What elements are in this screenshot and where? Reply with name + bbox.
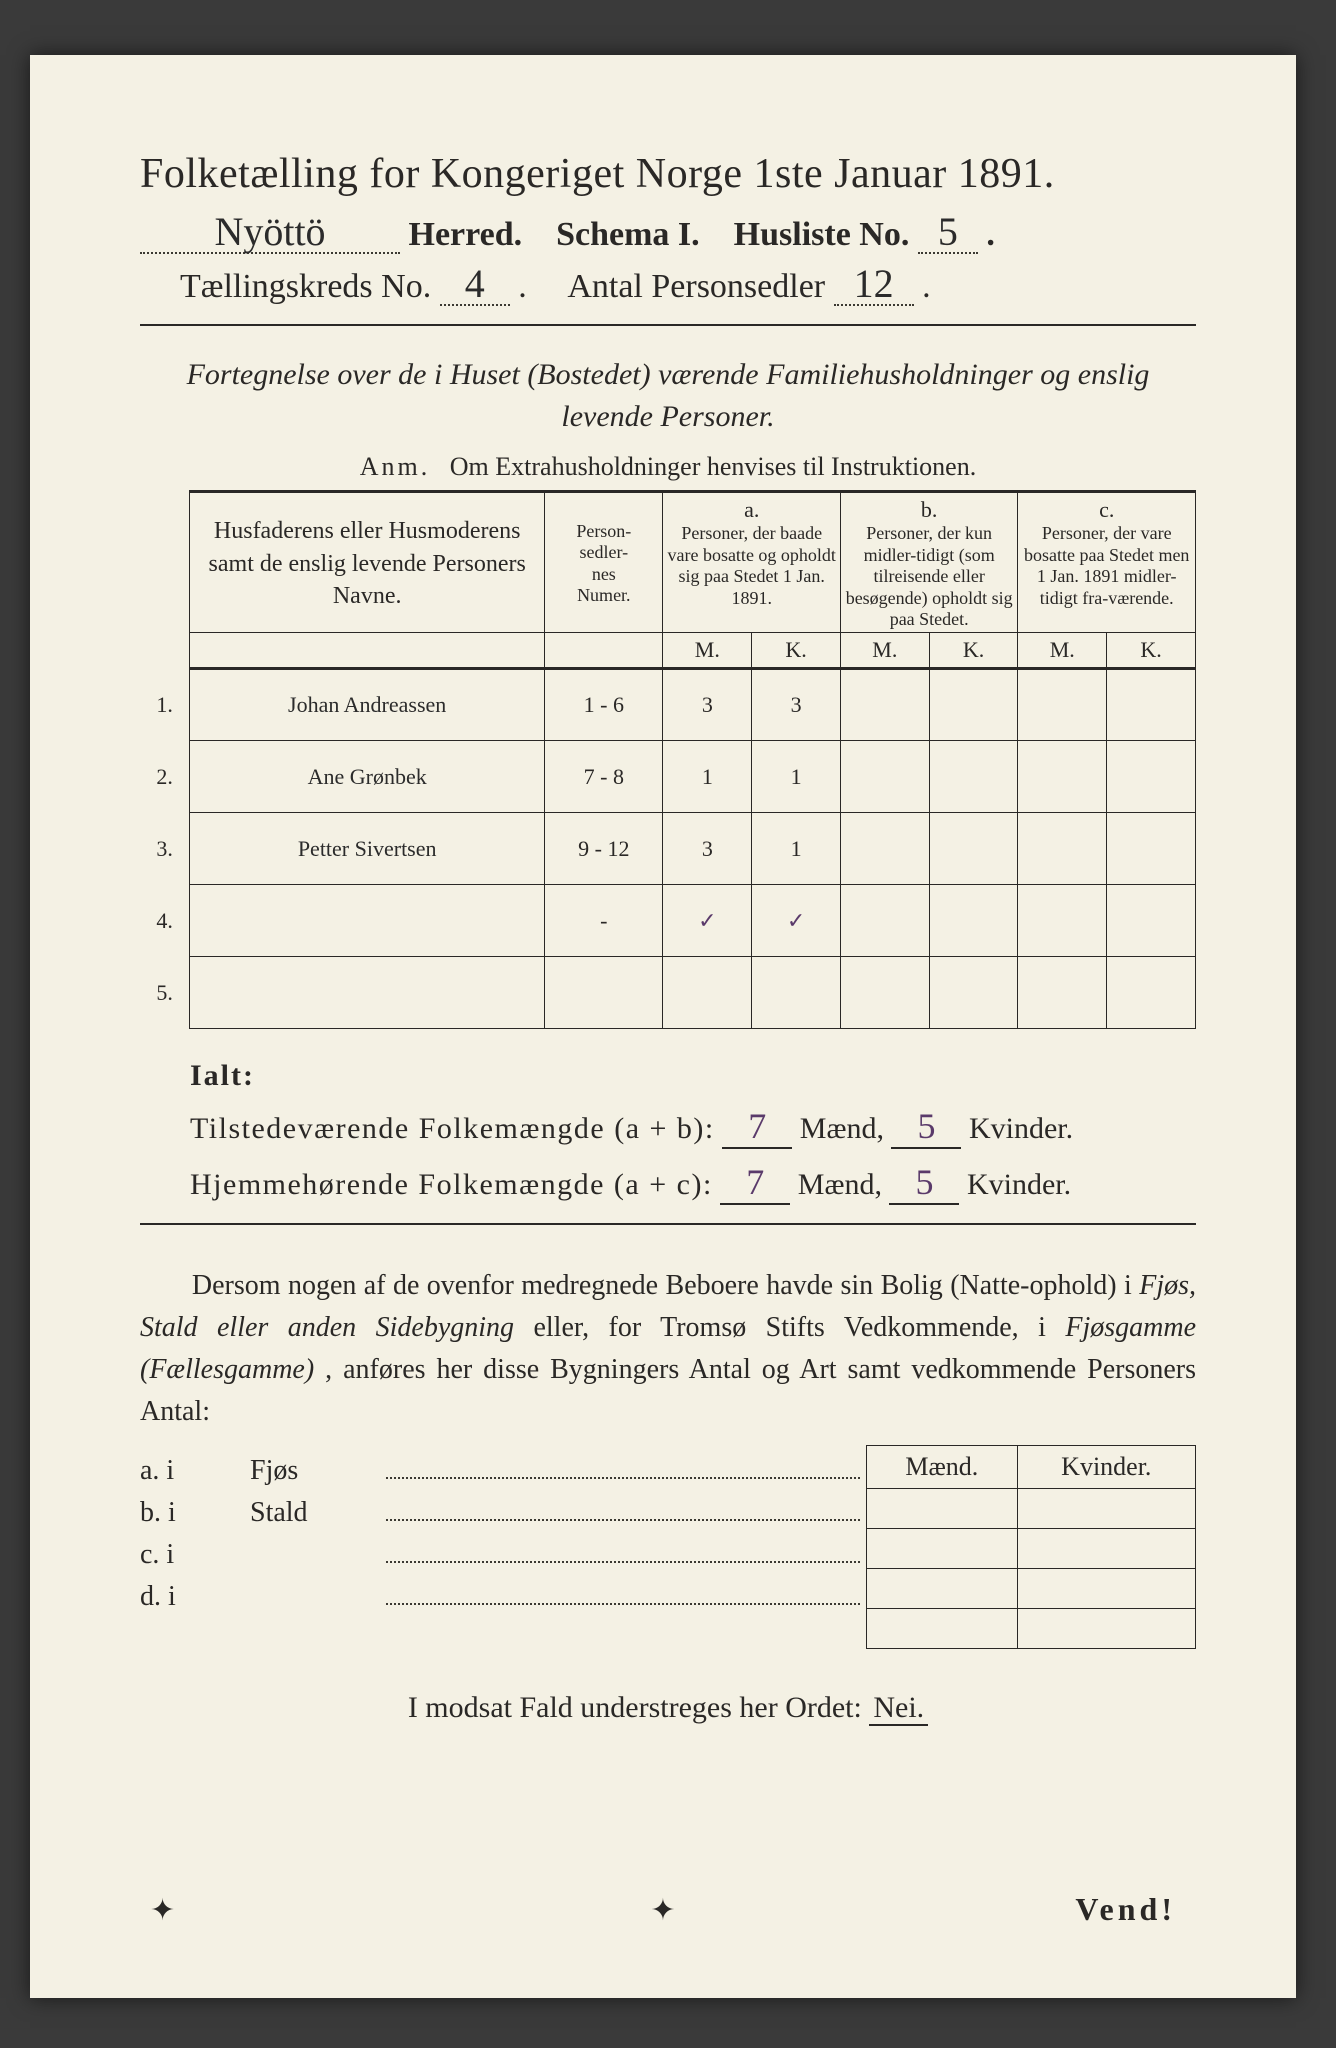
document-paper: Folketælling for Kongeriget Norge 1ste J… [30, 55, 1296, 1998]
row4-numer: - [545, 885, 663, 957]
household-table: Husfaderens eller Husmoderens samt de en… [140, 490, 1196, 1029]
col-b-top: b. Personer, der kun midler-tidigt (som … [840, 492, 1017, 633]
ialt-block: Ialt: Tilstedeværende Folkemængde (a + b… [190, 1059, 1196, 1205]
nei-word: Nei. [869, 1691, 928, 1726]
tick-mark-icon: ✦ [650, 1893, 675, 1928]
ialt-ac-m: 7 [720, 1161, 790, 1205]
dotted-line [386, 1577, 860, 1605]
lower-cell [867, 1609, 1018, 1649]
kreds-no: 4 [440, 264, 510, 306]
lower-cell [1017, 1609, 1195, 1649]
anm-line: Anm. Om Extrahusholdninger henvises til … [140, 452, 1196, 482]
fortegnelse-text: Fortegnelse over de i Huset (Bostedet) v… [150, 354, 1186, 438]
col-name-mk [190, 633, 545, 669]
col-a-m: M. [663, 633, 752, 669]
kreds-label: Tællingskreds No. [180, 268, 431, 305]
kreds-period: . [518, 268, 527, 305]
table-row: 3. Petter Sivertsen 9 - 12 3 1 [140, 813, 1196, 885]
lower-row: d. i [140, 1577, 866, 1613]
page-wrapper: Folketælling for Kongeriget Norge 1ste J… [0, 0, 1336, 2048]
col-c-m: M. [1018, 633, 1107, 669]
schema-label: Schema I. [556, 216, 700, 253]
row1-name: Johan Andreassen [190, 669, 545, 741]
col-blank [140, 492, 190, 669]
anm-prefix: Anm. [360, 452, 431, 481]
header-line-kreds: Tællingskreds No. 4 . Antal Personsedler… [140, 264, 1196, 306]
dotted-line [386, 1451, 860, 1479]
row5-numer [545, 957, 663, 1029]
antal-label: Antal Personsedler [567, 268, 825, 305]
lower-cell [867, 1489, 1018, 1529]
ialt-line-ac: Hjemmehørende Folkemængde (a + c): 7 Mæn… [190, 1161, 1196, 1205]
col-c-k: K. [1107, 633, 1196, 669]
tick-mark-icon: ✦ [150, 1893, 175, 1928]
lower-left-list: a. i Fjøs b. i Stald c. i d. i [140, 1445, 866, 1619]
row2-name: Ane Grønbek [190, 741, 545, 813]
ialt-line-ab: Tilstedeværende Folkemængde (a + b): 7 M… [190, 1105, 1196, 1149]
table-row: 5. [140, 957, 1196, 1029]
lower-row: b. i Stald [140, 1493, 866, 1529]
dotted-line [386, 1493, 860, 1521]
mid-rule [140, 1223, 1196, 1225]
lower-kvinder-header: Kvinder. [1017, 1446, 1195, 1489]
lower-maend-header: Mænd. [867, 1446, 1018, 1489]
dotted-line [386, 1535, 860, 1563]
lower-cell [1017, 1529, 1195, 1569]
col-a-k: K. [752, 633, 841, 669]
anm-text: Om Extrahusholdninger henvises til Instr… [450, 452, 976, 481]
modsat-line: I modsat Fald understreges her Ordet: Ne… [140, 1691, 1196, 1725]
row3-name: Petter Sivertsen [190, 813, 545, 885]
row1-numer: 1 - 6 [545, 669, 663, 741]
row2-numer: 7 - 8 [545, 741, 663, 813]
lower-cell [867, 1529, 1018, 1569]
col-name-header: Husfaderens eller Husmoderens samt de en… [190, 492, 545, 633]
header-line-herred: Nyöttö Herred. Schema I. Husliste No. 5 … [140, 212, 1196, 254]
lower-cell [867, 1569, 1018, 1609]
row4-name [190, 885, 545, 957]
lower-table: Mænd. Kvinder. [866, 1445, 1196, 1649]
table-row: 2. Ane Grønbek 7 - 8 1 1 [140, 741, 1196, 813]
antal-period: . [922, 268, 931, 305]
lower-section: a. i Fjøs b. i Stald c. i d. i [140, 1445, 1196, 1649]
col-numer-header: Person- sedler- nes Numer. [545, 492, 663, 633]
row5-name [190, 957, 545, 1029]
husliste-label: Husliste No. [734, 216, 910, 253]
ialt-ab-m: 7 [722, 1105, 792, 1149]
lower-row: a. i Fjøs [140, 1451, 866, 1487]
husliste-period: . [986, 216, 995, 253]
col-numer-mk [545, 633, 663, 669]
table-row: 1. Johan Andreassen 1 - 6 3 3 [140, 669, 1196, 741]
dersom-paragraph: Dersom nogen af de ovenfor medregnede Be… [140, 1265, 1196, 1433]
header-rule [140, 324, 1196, 326]
table-row: 4. - ✓ ✓ [140, 885, 1196, 957]
col-c-top: c. Personer, der vare bosatte paa Stedet… [1018, 492, 1196, 633]
census-title: Folketælling for Kongeriget Norge 1ste J… [140, 150, 1196, 198]
ialt-ab-k: 5 [891, 1105, 961, 1149]
husliste-no: 5 [918, 212, 978, 254]
vend-label: Vend! [1075, 1891, 1176, 1928]
lower-cell [1017, 1569, 1195, 1609]
lower-cell [1017, 1489, 1195, 1529]
col-b-k: K. [929, 633, 1018, 669]
col-b-m: M. [840, 633, 929, 669]
lower-row: c. i [140, 1535, 866, 1571]
herred-label: Herred. [409, 216, 523, 253]
col-a-top: a. Personer, der baade vare bosatte og o… [663, 492, 840, 633]
herred-value: Nyöttö [140, 212, 400, 254]
antal-no: 12 [834, 264, 914, 306]
ialt-label: Ialt: [190, 1059, 1196, 1093]
row3-numer: 9 - 12 [545, 813, 663, 885]
ialt-ac-k: 5 [889, 1161, 959, 1205]
